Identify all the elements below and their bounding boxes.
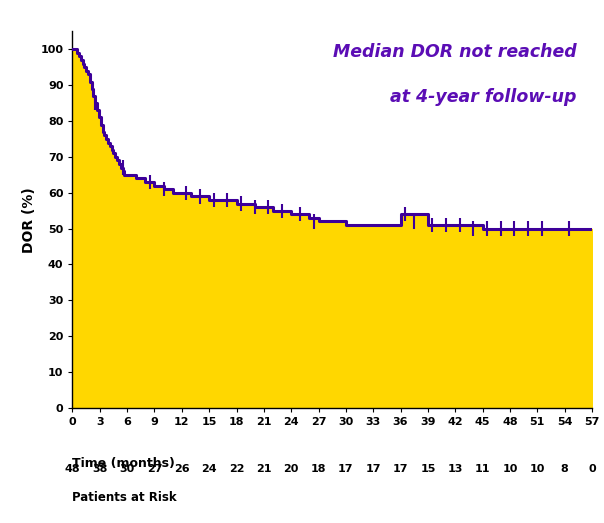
Text: Median DOR not reached: Median DOR not reached bbox=[333, 43, 576, 61]
Y-axis label: DOR (%): DOR (%) bbox=[22, 187, 36, 253]
Text: at 4-year follow-up: at 4-year follow-up bbox=[390, 88, 576, 106]
Text: 0: 0 bbox=[588, 464, 596, 474]
Text: 10: 10 bbox=[530, 464, 545, 474]
Text: 24: 24 bbox=[201, 464, 217, 474]
Text: Time (months): Time (months) bbox=[72, 457, 175, 470]
Text: 17: 17 bbox=[338, 464, 353, 474]
Text: 10: 10 bbox=[502, 464, 518, 474]
Text: 13: 13 bbox=[448, 464, 463, 474]
Text: 21: 21 bbox=[256, 464, 272, 474]
Text: 11: 11 bbox=[475, 464, 490, 474]
Text: 38: 38 bbox=[92, 464, 108, 474]
Text: 48: 48 bbox=[65, 464, 80, 474]
Text: 18: 18 bbox=[311, 464, 326, 474]
Text: 17: 17 bbox=[393, 464, 408, 474]
Text: 17: 17 bbox=[365, 464, 381, 474]
Text: 27: 27 bbox=[147, 464, 162, 474]
Text: 22: 22 bbox=[229, 464, 244, 474]
Text: 20: 20 bbox=[283, 464, 299, 474]
Text: 30: 30 bbox=[120, 464, 135, 474]
Text: 15: 15 bbox=[420, 464, 435, 474]
Text: 26: 26 bbox=[174, 464, 190, 474]
Text: 8: 8 bbox=[561, 464, 568, 474]
Text: Patients at Risk: Patients at Risk bbox=[72, 491, 177, 504]
